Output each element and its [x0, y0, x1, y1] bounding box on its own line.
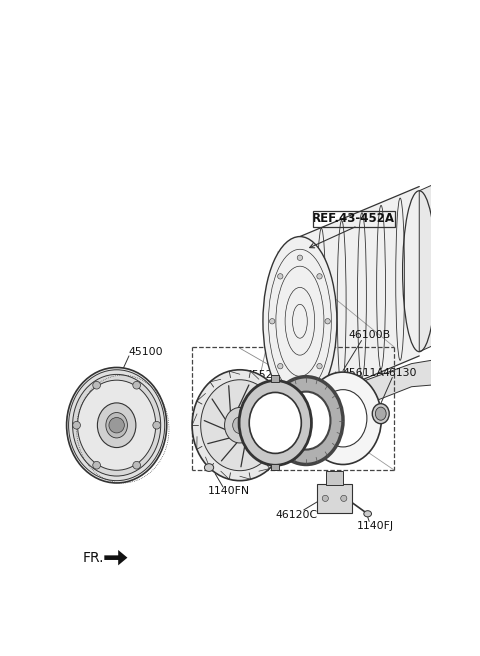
Ellipse shape	[67, 367, 167, 483]
Circle shape	[269, 319, 275, 324]
Circle shape	[322, 495, 328, 501]
Polygon shape	[300, 186, 440, 406]
Ellipse shape	[375, 407, 386, 420]
Ellipse shape	[72, 375, 161, 476]
Ellipse shape	[364, 510, 372, 517]
Ellipse shape	[225, 407, 255, 443]
Ellipse shape	[282, 392, 330, 449]
Polygon shape	[419, 175, 454, 352]
Text: 45694B: 45694B	[285, 369, 327, 379]
Circle shape	[93, 461, 100, 469]
Circle shape	[109, 417, 124, 433]
Text: REF.43-452A: REF.43-452A	[312, 213, 396, 226]
Ellipse shape	[239, 380, 312, 465]
Ellipse shape	[201, 380, 279, 471]
Ellipse shape	[304, 372, 382, 464]
Circle shape	[153, 421, 160, 429]
Text: FR.: FR.	[83, 550, 104, 565]
Ellipse shape	[233, 417, 247, 434]
Ellipse shape	[249, 392, 301, 453]
Circle shape	[93, 381, 100, 389]
Text: 45527A: 45527A	[245, 370, 287, 380]
Circle shape	[297, 382, 302, 388]
Circle shape	[317, 274, 322, 279]
Text: 45611A: 45611A	[343, 368, 385, 378]
Circle shape	[133, 461, 141, 469]
Ellipse shape	[69, 370, 165, 481]
Polygon shape	[285, 356, 458, 437]
Circle shape	[73, 421, 81, 429]
Text: 46120C: 46120C	[275, 510, 317, 520]
Circle shape	[133, 381, 141, 389]
Ellipse shape	[106, 413, 127, 438]
Ellipse shape	[319, 390, 367, 447]
Circle shape	[325, 319, 330, 324]
Text: 46130: 46130	[383, 368, 417, 378]
Ellipse shape	[204, 464, 214, 472]
Polygon shape	[104, 550, 127, 565]
Text: 1140FN: 1140FN	[208, 487, 250, 497]
FancyBboxPatch shape	[326, 472, 343, 485]
Ellipse shape	[372, 403, 389, 424]
FancyBboxPatch shape	[271, 464, 279, 470]
Ellipse shape	[269, 377, 343, 464]
FancyBboxPatch shape	[317, 483, 352, 513]
Ellipse shape	[263, 237, 337, 406]
Text: 46100B: 46100B	[348, 330, 390, 340]
Ellipse shape	[192, 370, 288, 481]
Text: 45100: 45100	[128, 347, 163, 357]
Ellipse shape	[97, 403, 136, 447]
Ellipse shape	[78, 380, 156, 470]
Circle shape	[277, 274, 283, 279]
FancyBboxPatch shape	[271, 375, 279, 382]
Circle shape	[277, 363, 283, 369]
Circle shape	[297, 255, 302, 260]
Circle shape	[341, 495, 347, 501]
Circle shape	[317, 363, 322, 369]
Text: 1140FJ: 1140FJ	[357, 521, 394, 531]
